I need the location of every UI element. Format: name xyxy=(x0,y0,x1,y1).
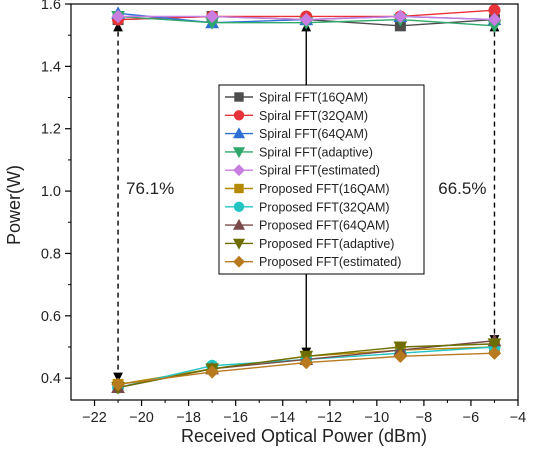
data-point xyxy=(299,12,313,27)
data-point xyxy=(487,12,502,27)
legend-box xyxy=(218,84,425,275)
y-axis-title: Power(W) xyxy=(4,165,24,245)
legend-label: Proposed FFT(64QAM) xyxy=(259,219,390,233)
series xyxy=(111,4,502,395)
y-tick-label: 0.4 xyxy=(41,371,61,387)
data-point xyxy=(205,9,219,24)
x-tick-label: −22 xyxy=(82,410,107,426)
legend-marker xyxy=(233,255,245,268)
x-tick-label: −10 xyxy=(365,410,390,426)
legend-marker xyxy=(232,218,246,230)
legend-label: Spiral FFT(estimated) xyxy=(259,164,380,178)
x-tick-label: −18 xyxy=(176,410,201,426)
legend-marker xyxy=(232,127,246,139)
y-tick-label: 1.4 xyxy=(41,59,61,75)
data-point xyxy=(393,349,408,364)
series-group xyxy=(111,346,502,392)
y-tick-label: 1.0 xyxy=(41,184,61,200)
legend-label: Proposed FFT(estimated) xyxy=(259,255,401,269)
legend-marker xyxy=(233,110,245,121)
legend-label: Proposed FFT(32QAM) xyxy=(259,200,390,214)
annotation-label: 66.5% xyxy=(438,179,486,198)
legend-label: Proposed FFT(adaptive) xyxy=(259,237,394,251)
data-point xyxy=(393,9,408,24)
y-tick-label: 0.6 xyxy=(41,309,61,325)
legend-label: Spiral FFT(16QAM) xyxy=(259,91,368,105)
y-tick-label: 0.8 xyxy=(41,246,61,262)
series-group xyxy=(111,9,502,27)
y-tick-label: 1.2 xyxy=(41,122,61,138)
legend-marker xyxy=(232,238,246,250)
plot-frame xyxy=(70,3,519,401)
plot-area xyxy=(70,3,519,401)
legend-marker xyxy=(233,201,245,213)
x-axis-title: Received Optical Power (dBm) xyxy=(181,426,427,446)
legend-marker xyxy=(233,164,245,177)
legend-label: Spiral FFT(64QAM) xyxy=(259,127,368,141)
legend-marker xyxy=(234,92,244,102)
legend-label: Proposed FFT(16QAM) xyxy=(259,182,390,196)
x-tick-label: −6 xyxy=(463,410,480,426)
legend-label: Spiral FFT(adaptive) xyxy=(259,145,373,159)
data-point xyxy=(299,355,313,370)
x-tick-label: −12 xyxy=(317,410,342,426)
data-point xyxy=(393,341,408,355)
legend: Spiral FFT(16QAM) Spiral FFT(32QAM) Spiral… xyxy=(218,84,425,275)
annotation-label: 76.1% xyxy=(126,179,174,198)
data-point xyxy=(205,365,219,379)
legend-label: Spiral FFT(32QAM) xyxy=(259,109,368,123)
annotations: 76.1% 66.5% xyxy=(113,21,500,383)
data-point xyxy=(487,338,502,351)
x-tick-label: −4 xyxy=(510,410,527,426)
axes: −22 −20 −18 −16 −14 −12 −10 −8 −6 −4 0.4 0.6 0.8 1.0 1… xyxy=(41,0,526,426)
x-tick-label: −20 xyxy=(129,410,154,426)
legend-marker xyxy=(232,147,246,159)
x-tick-label: −14 xyxy=(270,410,295,426)
data-point xyxy=(111,377,125,392)
data-point xyxy=(487,346,502,360)
data-point xyxy=(111,9,125,24)
legend-marker xyxy=(234,183,244,194)
y-tick-label: 1.6 xyxy=(41,0,61,13)
x-tick-label: −16 xyxy=(223,410,248,426)
x-tick-label: −8 xyxy=(416,410,433,426)
